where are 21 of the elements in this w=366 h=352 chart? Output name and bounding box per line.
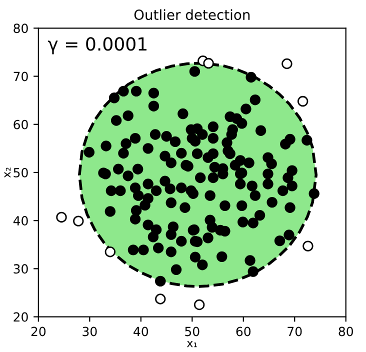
point <box>56 212 67 223</box>
y-tick-label: 20 <box>14 312 28 322</box>
y-tick-label: 40 <box>13 216 28 226</box>
y-axis-title: x₂ <box>4 168 11 178</box>
x-tick-label: 20 <box>31 326 46 336</box>
x-tick-label: 50 <box>185 326 200 336</box>
x-tick-label: 40 <box>134 326 148 336</box>
x-tick-label: 30 <box>82 326 97 336</box>
x-axis-title: x₁ <box>186 340 198 348</box>
x-tick-label: 60 <box>236 326 251 336</box>
y-tick-label: 80 <box>14 24 28 34</box>
annotation: γ = 0.0001 <box>48 37 146 54</box>
y-tick-label: 70 <box>14 72 28 82</box>
point <box>155 294 166 304</box>
x-tick-label: 70 <box>288 326 302 336</box>
y-tick-label: 50 <box>14 168 28 178</box>
x-tick-label: 80 <box>338 326 353 336</box>
point <box>194 299 205 310</box>
y-tick-label: 60 <box>14 120 28 130</box>
chart-title: Outlier detection <box>134 9 250 20</box>
y-tick-label: 30 <box>14 264 28 274</box>
